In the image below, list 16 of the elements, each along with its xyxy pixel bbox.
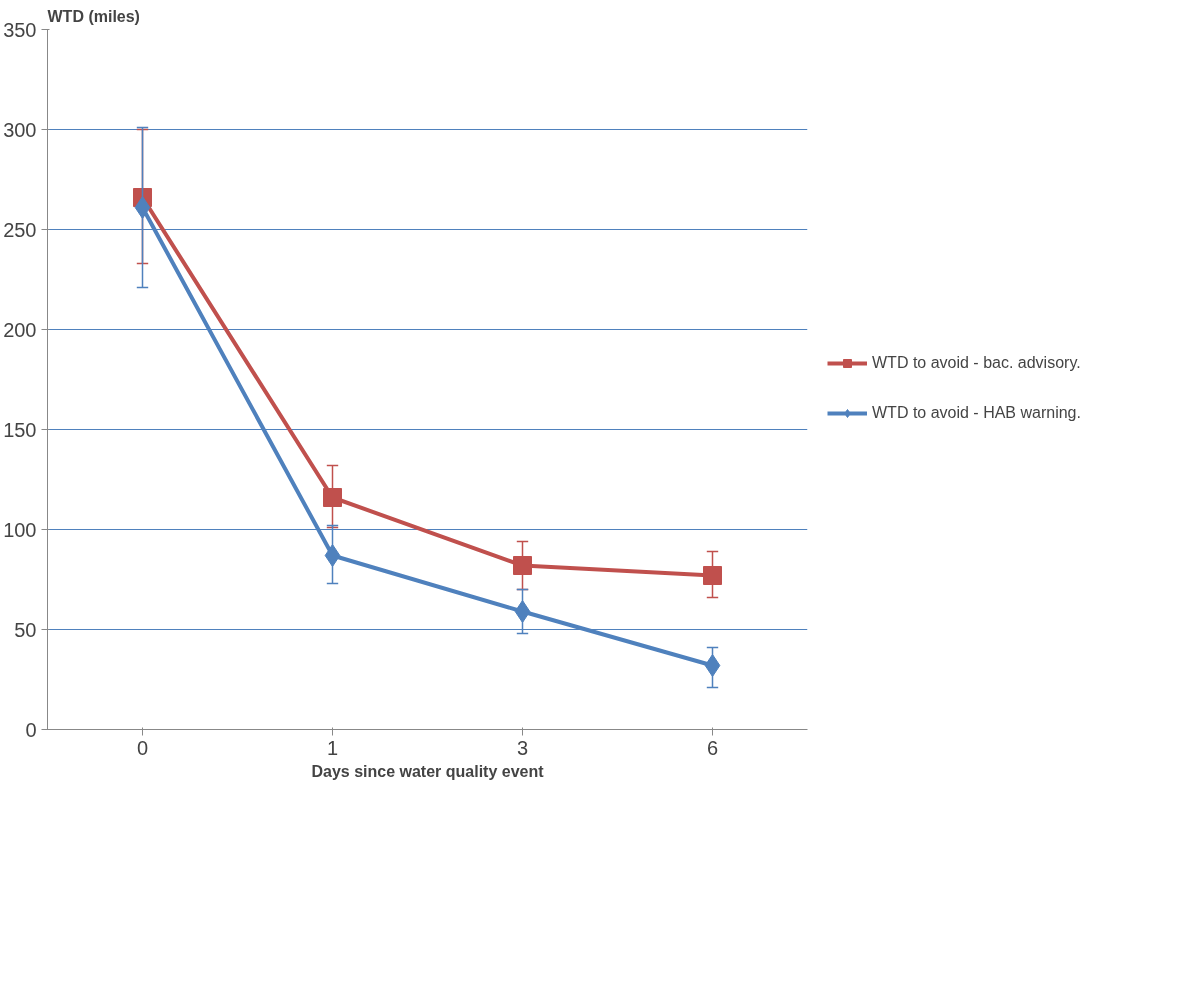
y-axis-title: WTD (miles) bbox=[47, 7, 140, 25]
y-tick-label: 150 bbox=[3, 418, 37, 441]
x-tick-label: 1 bbox=[326, 736, 339, 759]
y-tick-label: 250 bbox=[3, 218, 37, 241]
x-tick-label: 6 bbox=[706, 736, 719, 759]
y-tick-label: 0 bbox=[25, 718, 37, 741]
legend-label: WTD to avoid - HAB warning. bbox=[872, 404, 1081, 422]
y-tick-label: 50 bbox=[14, 618, 37, 641]
x-tick-label: 0 bbox=[136, 736, 149, 759]
y-tick-label: 100 bbox=[3, 518, 37, 541]
y-tick-label: 300 bbox=[3, 118, 37, 141]
y-tick-label: 350 bbox=[3, 18, 37, 41]
legend-label: WTD to avoid - bac. advisory. bbox=[872, 354, 1081, 372]
y-tick-label: 200 bbox=[3, 318, 37, 341]
x-axis-title: Days since water quality event bbox=[311, 762, 545, 780]
x-tick-label: 3 bbox=[516, 736, 529, 759]
